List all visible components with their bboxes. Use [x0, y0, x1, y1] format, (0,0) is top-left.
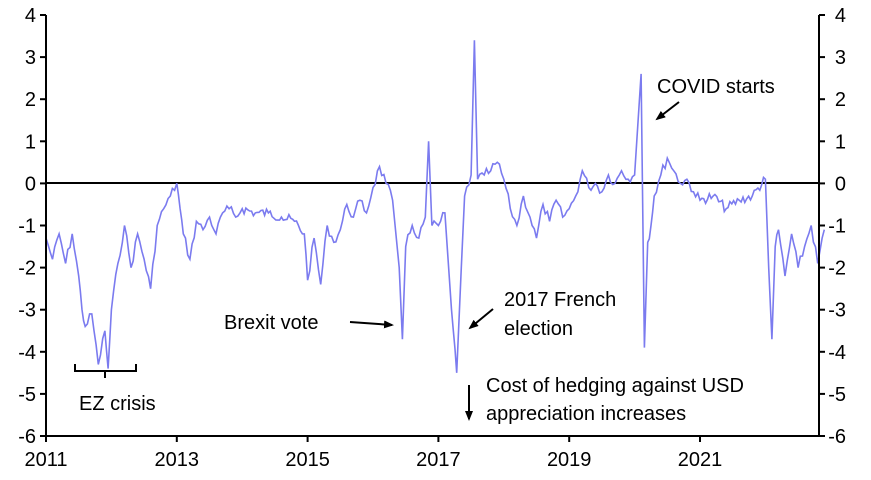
left-y-tick-label: 0: [25, 173, 36, 195]
left-y-tick-label: -5: [18, 384, 36, 406]
x-tick-label: 2017: [416, 449, 461, 471]
right-y-tick-label: -1: [828, 216, 846, 238]
right-y-tick-label: 0: [835, 173, 846, 195]
x-tick-label: 2019: [547, 449, 592, 471]
right-y-tick-label: -5: [828, 384, 846, 406]
left-y-tick-label: -4: [18, 342, 36, 364]
annotation-french-election-line2: election: [504, 318, 573, 340]
brexit-arrow: [349, 320, 394, 329]
right-y-tick-label: 2: [835, 89, 846, 111]
annotation-covid-starts: COVID starts: [657, 76, 775, 98]
right-y-tick-label: 3: [835, 47, 846, 69]
left-y-tick-label: -2: [18, 258, 36, 280]
french-election-arrow: [468, 308, 494, 330]
left-y-tick-label: -6: [18, 426, 36, 448]
x-tick-label: 2021: [678, 449, 723, 471]
left-y-axis-ticks: 4 3 2 1 0 -1 -2 -3 -4 -5 -6: [18, 5, 46, 448]
x-tick-label: 2013: [155, 449, 200, 471]
x-tick-label: 2015: [285, 449, 330, 471]
annotation-brexit-vote: Brexit vote: [224, 312, 318, 334]
left-y-tick-label: -3: [18, 300, 36, 322]
covid-arrow: [655, 101, 680, 121]
right-y-tick-label: 4: [835, 5, 846, 27]
right-y-tick-label: -2: [828, 258, 846, 280]
annotation-ez-crisis: EZ crisis: [79, 393, 156, 415]
right-y-axis-ticks: 4 3 2 1 0 -1 -2 -3 -4 -5 -6: [819, 5, 846, 448]
annotation-hedging-line2: appreciation increases: [486, 403, 686, 425]
left-y-tick-label: -1: [18, 216, 36, 238]
right-y-tick-label: 1: [835, 131, 846, 153]
right-y-tick-label: -3: [828, 300, 846, 322]
annotation-hedging-line1: Cost of hedging against USD: [486, 375, 744, 397]
right-y-tick-label: -4: [828, 342, 846, 364]
left-y-tick-label: 4: [25, 5, 36, 27]
left-y-tick-label: 3: [25, 47, 36, 69]
x-axis-ticks: 2011 2013 2015 2017 2019 2021: [24, 436, 722, 471]
x-tick-label: 2011: [24, 449, 67, 471]
left-y-tick-label: 2: [25, 89, 36, 111]
ez-crisis-bracket: [74, 364, 137, 378]
series-line: [45, 40, 826, 373]
right-y-tick-label: -6: [828, 426, 846, 448]
left-y-tick-label: 1: [25, 131, 36, 153]
annotation-french-election-line1: 2017 French: [504, 289, 616, 311]
